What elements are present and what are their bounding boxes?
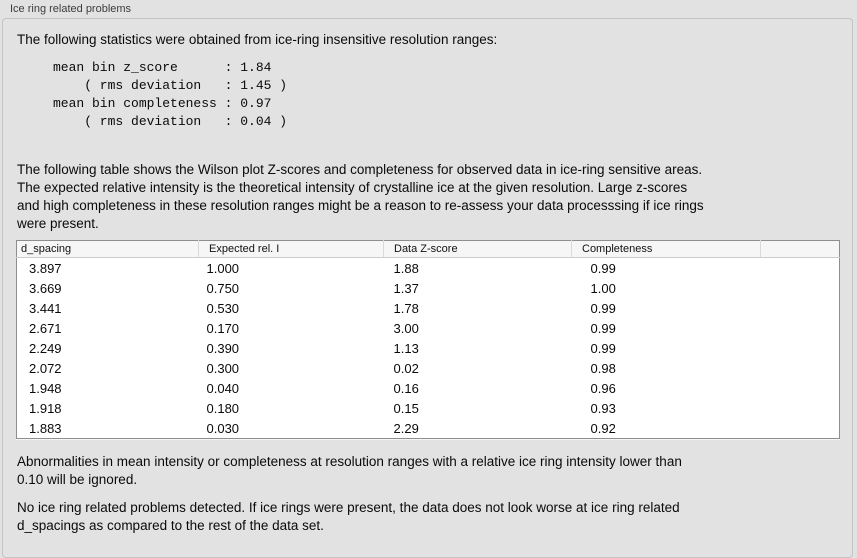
table-cell-filler: [761, 418, 840, 439]
table-cell: 1.37: [393, 280, 419, 296]
ice-ring-panel: The following statistics were obtained f…: [2, 18, 853, 558]
table-cell: 2.249: [29, 340, 62, 356]
table-cell: 1.88: [393, 260, 419, 276]
table-cell: 0.030: [206, 420, 240, 436]
table-cell: 0.16: [393, 380, 419, 396]
table-cell: 3.669: [29, 280, 62, 296]
table-cell: 0.390: [206, 340, 240, 356]
table-cell-filler: [761, 398, 840, 418]
table-cell: 0.180: [206, 400, 240, 416]
table-row[interactable]: 1.918 0.180 0.15 0.93: [17, 398, 840, 418]
table-cell: 1.948: [29, 380, 62, 396]
table-header-row: d_spacing Expected rel. I Data Z-score Comp…: [16, 240, 840, 258]
table-row[interactable]: 2.249 0.390 1.13 0.99: [17, 338, 840, 358]
table-cell: 1.13: [393, 340, 419, 356]
table-cell: 3.441: [29, 300, 62, 316]
table-cell: 2.072: [29, 360, 62, 376]
table-cell: 0.93: [590, 400, 616, 416]
table-cell: 1.78: [393, 300, 419, 316]
table-cell-filler: [761, 358, 840, 378]
table-cell: 0.99: [590, 300, 616, 316]
stats-block: mean bin z_score : 1.84 ( rms deviation …: [53, 60, 288, 129]
table-cell: 2.671: [29, 320, 62, 336]
table-cell-filler: [761, 338, 840, 358]
column-header[interactable]: Completeness: [571, 240, 761, 258]
column-header[interactable]: Data Z-score: [383, 240, 572, 258]
table-cell: 0.99: [590, 320, 616, 336]
table-row[interactable]: 2.072 0.300 0.02 0.98: [17, 358, 840, 378]
table-row[interactable]: 3.669 0.750 1.37 1.00: [17, 278, 840, 298]
table-cell: 1.00: [590, 280, 616, 296]
ice-ring-table: d_spacing Expected rel. I Data Z-score Comp…: [16, 240, 840, 439]
table-cell-filler: [761, 258, 840, 279]
conclusion-text: No ice ring related problems detected. I…: [17, 500, 680, 533]
panel-title: Ice ring related problems: [10, 3, 132, 15]
table-row[interactable]: 3.441 0.530 1.78 0.99: [17, 298, 840, 318]
table-cell: 1.000: [206, 260, 240, 276]
description-text: The following table shows the Wilson plo…: [17, 162, 704, 231]
table-cell: 0.170: [206, 320, 240, 336]
table-cell: 0.750: [206, 280, 240, 296]
table-cell: 0.530: [206, 300, 240, 316]
table-cell: 0.040: [206, 380, 240, 396]
column-header[interactable]: d_spacing: [16, 240, 199, 258]
table-cell: 0.96: [590, 380, 616, 396]
column-header[interactable]: Expected rel. I: [198, 240, 384, 258]
table-row[interactable]: 1.948 0.040 0.16 0.96: [17, 378, 840, 398]
column-header-filler: [760, 240, 840, 258]
table-body: 3.897 1.000 1.88 0.99 3.669 0.750 1.37 1.00 3.44…: [17, 258, 840, 439]
table-cell: 2.29: [393, 420, 419, 436]
table-row[interactable]: 2.671 0.170 3.00 0.99: [17, 318, 840, 338]
table-cell-filler: [761, 318, 840, 338]
table-cell: 1.883: [29, 420, 62, 436]
table-cell: 3.897: [29, 260, 62, 276]
table-cell: 0.99: [590, 340, 616, 356]
table-cell-filler: [761, 378, 840, 398]
table-cell: 3.00: [393, 320, 419, 336]
table-cell: 0.98: [590, 360, 616, 376]
table-cell: 0.99: [590, 260, 616, 276]
table-cell: 0.15: [393, 400, 419, 416]
note-text: Abnormalities in mean intensity or compl…: [17, 454, 682, 487]
table-cell-filler: [761, 298, 840, 318]
table-cell: 0.02: [393, 360, 419, 376]
table-cell: 1.918: [29, 400, 62, 416]
table-cell: 0.92: [590, 420, 616, 436]
table-row[interactable]: 1.883 0.030 2.29 0.92: [17, 418, 840, 439]
table-cell-filler: [761, 278, 840, 298]
table-row[interactable]: 3.897 1.000 1.88 0.99: [17, 258, 840, 279]
table-cell: 0.300: [206, 360, 240, 376]
intro-text: The following statistics were obtained f…: [17, 32, 498, 47]
